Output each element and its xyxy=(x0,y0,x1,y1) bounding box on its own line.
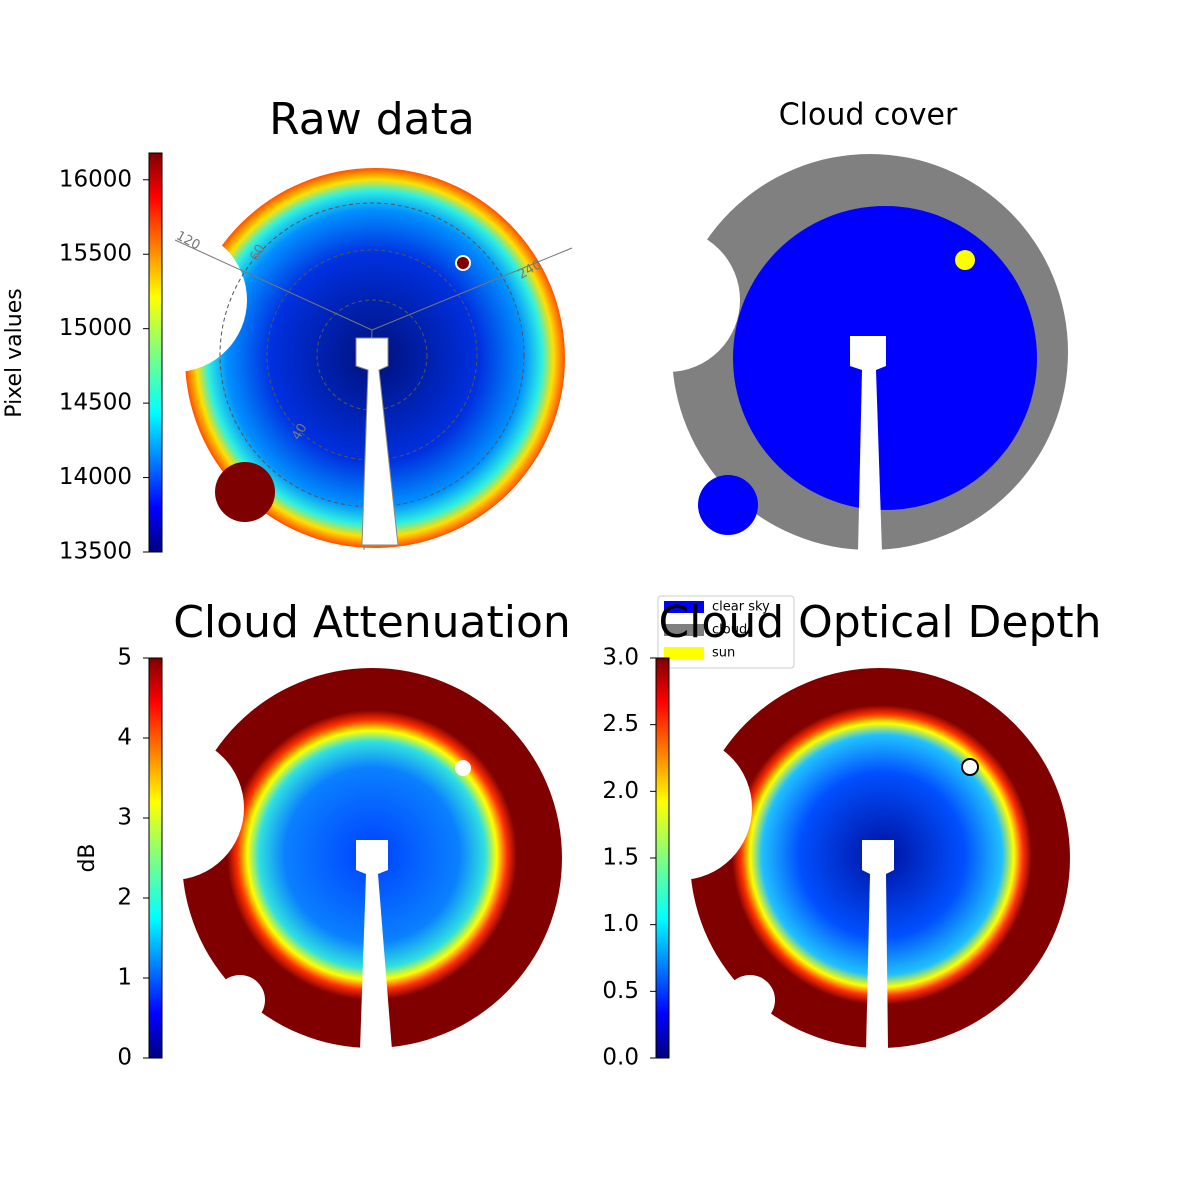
legend-label: sun xyxy=(712,646,735,661)
legend-swatch xyxy=(664,601,704,613)
colorbar xyxy=(148,657,163,1059)
colorbar-tick-label: 3.0 xyxy=(602,645,639,671)
colorbar-tick-label: 13500 xyxy=(59,539,132,565)
legend-label: cloud xyxy=(712,623,747,638)
attenuation-image xyxy=(100,668,562,1050)
polar-label: 60 xyxy=(247,242,268,264)
colorbar-tick-label: 14500 xyxy=(59,390,132,416)
colorbar-tick-label: 14000 xyxy=(59,464,132,490)
panel-title: Cloud cover xyxy=(779,98,958,133)
colorbar xyxy=(655,657,670,1059)
colorbar-tick-label: 15000 xyxy=(59,315,132,341)
legend-swatch xyxy=(664,647,704,659)
colorbar-label: Pixel values xyxy=(2,288,27,417)
colorbar-tick-label: 2.0 xyxy=(602,778,639,804)
colorbar-tick-label: 1 xyxy=(117,965,132,991)
panel-title: Cloud Attenuation xyxy=(173,597,571,648)
colorbar-tick-label: 16000 xyxy=(59,166,132,192)
colorbar xyxy=(148,152,163,553)
colorbar-tick-label: 1.5 xyxy=(602,845,639,871)
raw-image xyxy=(103,168,573,551)
colorbar-tick-label: 4 xyxy=(117,725,132,751)
panel-title: Cloud Optical Depth xyxy=(658,597,1101,648)
polar-label: 40 xyxy=(289,421,310,443)
legend-label: clear sky xyxy=(712,600,770,615)
colorbar-tick-label: 1.0 xyxy=(602,911,639,937)
colorbar-tick-label: 3 xyxy=(117,805,132,831)
colorbar-label: dB xyxy=(75,843,100,872)
cloud-image xyxy=(596,154,1068,552)
colorbar-tick-label: 0 xyxy=(117,1045,132,1071)
optical-depth-image xyxy=(608,668,1070,1050)
colorbar-tick-label: 5 xyxy=(117,645,132,671)
colorbar-tick-label: 2.5 xyxy=(602,711,639,737)
colorbar-tick-label: 0.0 xyxy=(602,1045,639,1071)
panel-title: Raw data xyxy=(269,94,475,145)
legend-swatch xyxy=(664,624,704,636)
colorbar-tick-label: 15500 xyxy=(59,241,132,267)
colorbar-tick-label: 2 xyxy=(117,885,132,911)
colorbar-tick-label: 0.5 xyxy=(602,978,639,1004)
